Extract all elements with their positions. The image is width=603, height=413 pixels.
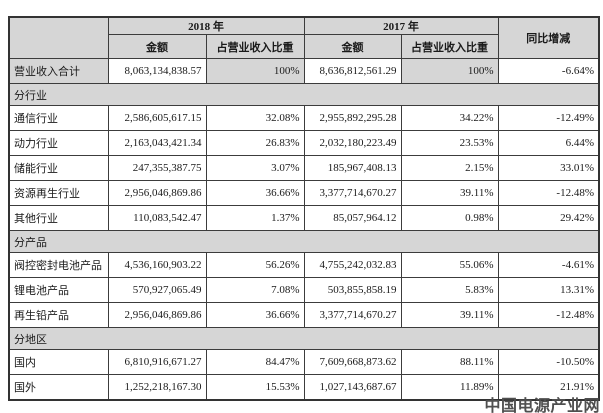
cell-yoy: -6.64% bbox=[497, 58, 600, 84]
cell-a18: 247,355,387.75 bbox=[107, 155, 207, 181]
cell-yoy: 21.91% bbox=[497, 374, 600, 400]
cell-p18: 3.07% bbox=[205, 155, 305, 181]
header-yoy-change: 同比增减 bbox=[497, 16, 600, 59]
cell-a17: 185,967,408.13 bbox=[303, 155, 402, 181]
cell-a18: 2,163,043,421.34 bbox=[107, 130, 207, 156]
cell-label: 储能行业 bbox=[8, 155, 109, 181]
cell-p18: 56.26% bbox=[205, 252, 305, 278]
cell-label: 营业收入合计 bbox=[8, 58, 109, 84]
cell-a17: 85,057,964.12 bbox=[303, 205, 402, 231]
cell-label: 其他行业 bbox=[8, 205, 109, 231]
cell-p17: 34.22% bbox=[400, 105, 499, 131]
cell-a18: 1,252,218,167.30 bbox=[107, 374, 207, 400]
cell-a17: 2,032,180,223.49 bbox=[303, 130, 402, 156]
section-row: 分地区 bbox=[8, 327, 600, 350]
header-pct-2017: 占营业收入比重 bbox=[400, 34, 499, 59]
cell-yoy: -12.49% bbox=[497, 105, 600, 131]
table-row: 其他行业 110,083,542.47 1.37% 85,057,964.12 0.98… bbox=[8, 205, 600, 231]
cell-a18: 4,536,160,903.22 bbox=[107, 252, 207, 278]
section-label: 分地区 bbox=[8, 327, 600, 350]
cell-p17: 39.11% bbox=[400, 180, 499, 206]
cell-a18: 2,956,046,869.86 bbox=[107, 302, 207, 328]
cell-yoy: -4.61% bbox=[497, 252, 600, 278]
cell-p18: 32.08% bbox=[205, 105, 305, 131]
header-year-row: 2018 年 2017 年 同比增减 bbox=[8, 16, 600, 59]
cell-a18: 570,927,065.49 bbox=[107, 277, 207, 303]
table-row: 通信行业 2,586,605,617.15 32.08% 2,955,892,295.… bbox=[8, 105, 600, 131]
table-row: 锂电池产品 570,927,065.49 7.08% 503,855,858.19 5.… bbox=[8, 277, 600, 303]
cell-a17: 4,755,242,032.83 bbox=[303, 252, 402, 278]
cell-label: 国内 bbox=[8, 349, 109, 375]
cell-yoy: -12.48% bbox=[497, 180, 600, 206]
section-row: 分产品 bbox=[8, 230, 600, 253]
cell-a17: 1,027,143,687.67 bbox=[303, 374, 402, 400]
cell-a17: 503,855,858.19 bbox=[303, 277, 402, 303]
cell-label: 国外 bbox=[8, 374, 109, 400]
cell-yoy: -10.50% bbox=[497, 349, 600, 375]
cell-yoy: 6.44% bbox=[497, 130, 600, 156]
cell-a17: 2,955,892,295.28 bbox=[303, 105, 402, 131]
cell-a18: 6,810,916,671.27 bbox=[107, 349, 207, 375]
cell-p17: 88.11% bbox=[400, 349, 499, 375]
cell-label: 通信行业 bbox=[8, 105, 109, 131]
header-amount-2017: 金额 bbox=[303, 34, 402, 59]
cell-label: 资源再生行业 bbox=[8, 180, 109, 206]
table-header: 2018 年 2017 年 同比增减 金额 占营业收入比重 金额 占营业收入比重 bbox=[8, 16, 600, 59]
cell-a18: 2,956,046,869.86 bbox=[107, 180, 207, 206]
header-year-2018: 2018 年 bbox=[107, 16, 305, 35]
table-row: 资源再生行业 2,956,046,869.86 36.66% 3,377,714,67… bbox=[8, 180, 600, 206]
header-corner-cell bbox=[8, 16, 109, 59]
cell-p17: 5.83% bbox=[400, 277, 499, 303]
revenue-breakdown-table: 2018 年 2017 年 同比增减 金额 占营业收入比重 金额 占营业收入比重… bbox=[8, 16, 600, 401]
header-amount-2018: 金额 bbox=[107, 34, 207, 59]
cell-a17: 8,636,812,561.29 bbox=[303, 58, 402, 84]
cell-p18: 15.53% bbox=[205, 374, 305, 400]
cell-p18: 7.08% bbox=[205, 277, 305, 303]
cell-yoy: -12.48% bbox=[497, 302, 600, 328]
cell-label: 阀控密封电池产品 bbox=[8, 252, 109, 278]
cell-p18: 1.37% bbox=[205, 205, 305, 231]
table-row: 储能行业 247,355,387.75 3.07% 185,967,408.13 2.1… bbox=[8, 155, 600, 181]
cell-label: 再生铅产品 bbox=[8, 302, 109, 328]
cell-p17: 55.06% bbox=[400, 252, 499, 278]
section-label: 分行业 bbox=[8, 83, 600, 106]
table-row: 营业收入合计 8,063,134,838.57 100% 8,636,812,561.… bbox=[8, 58, 600, 84]
cell-p17: 39.11% bbox=[400, 302, 499, 328]
table-body: 营业收入合计 8,063,134,838.57 100% 8,636,812,561.… bbox=[8, 58, 600, 400]
header-year-2017: 2017 年 bbox=[303, 16, 499, 35]
cell-p17: 2.15% bbox=[400, 155, 499, 181]
cell-p17: 11.89% bbox=[400, 374, 499, 400]
cell-label: 动力行业 bbox=[8, 130, 109, 156]
cell-yoy: 13.31% bbox=[497, 277, 600, 303]
table-row: 再生铅产品 2,956,046,869.86 36.66% 3,377,714,670… bbox=[8, 302, 600, 328]
section-row: 分行业 bbox=[8, 83, 600, 106]
section-label: 分产品 bbox=[8, 230, 600, 253]
cell-a17: 7,609,668,873.62 bbox=[303, 349, 402, 375]
site-watermark: 中国电源产业网 bbox=[484, 398, 600, 413]
cell-a17: 3,377,714,670.27 bbox=[303, 302, 402, 328]
cell-label: 锂电池产品 bbox=[8, 277, 109, 303]
cell-yoy: 29.42% bbox=[497, 205, 600, 231]
cell-a18: 2,586,605,617.15 bbox=[107, 105, 207, 131]
cell-p18: 36.66% bbox=[205, 180, 305, 206]
table-row: 国外 1,252,218,167.30 15.53% 1,027,143,687.67… bbox=[8, 374, 600, 400]
table-row: 国内 6,810,916,671.27 84.47% 7,609,668,873.62… bbox=[8, 349, 600, 375]
cell-a18: 110,083,542.47 bbox=[107, 205, 207, 231]
header-sub-row: 金额 占营业收入比重 金额 占营业收入比重 bbox=[9, 34, 599, 59]
table-row: 动力行业 2,163,043,421.34 26.83% 2,032,180,223.… bbox=[8, 130, 600, 156]
header-pct-2018: 占营业收入比重 bbox=[205, 34, 305, 59]
table-row: 阀控密封电池产品 4,536,160,903.22 56.26% 4,755,242,… bbox=[8, 252, 600, 278]
cell-p18: 36.66% bbox=[205, 302, 305, 328]
cell-p18: 100% bbox=[205, 58, 305, 84]
cell-p18: 84.47% bbox=[205, 349, 305, 375]
cell-a17: 3,377,714,670.27 bbox=[303, 180, 402, 206]
cell-a18: 8,063,134,838.57 bbox=[107, 58, 207, 84]
cell-p17: 23.53% bbox=[400, 130, 499, 156]
cell-yoy: 33.01% bbox=[497, 155, 600, 181]
cell-p17: 0.98% bbox=[400, 205, 499, 231]
cell-p18: 26.83% bbox=[205, 130, 305, 156]
cell-p17: 100% bbox=[400, 58, 499, 84]
